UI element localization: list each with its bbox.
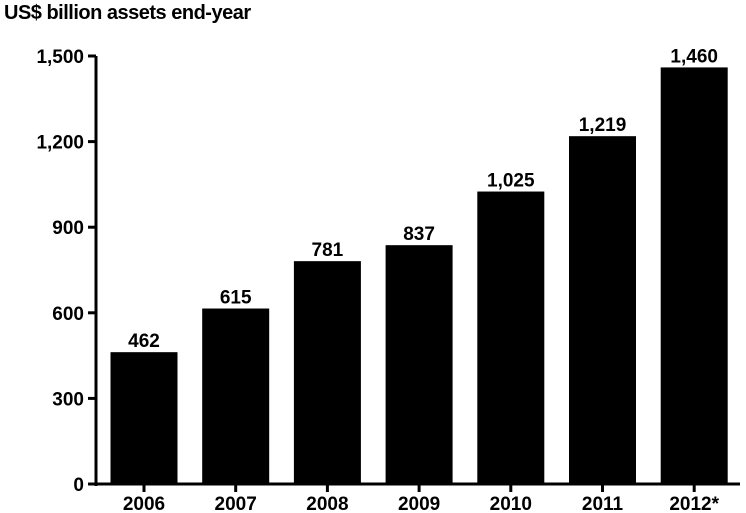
y-axis-unit-label: US$ billion assets end-year	[4, 2, 251, 24]
data-label: 615	[220, 288, 252, 309]
bar-2011	[569, 136, 636, 485]
x-tick-label: 2009	[398, 494, 440, 513]
x-tick-label: 2006	[123, 494, 165, 513]
x-tick-label: 2010	[490, 494, 532, 513]
bar-2007	[202, 308, 270, 484]
data-label: 462	[128, 331, 160, 352]
data-label: 781	[312, 240, 344, 261]
chart-bars	[110, 67, 728, 485]
bar-2006	[110, 352, 178, 484]
x-tick-label: 2012*	[669, 494, 719, 513]
y-tick-label: 0	[73, 475, 84, 496]
y-tick-label: 300	[52, 389, 84, 410]
data-label: 1,460	[670, 46, 718, 67]
x-tick-label: 2008	[306, 494, 348, 513]
x-tick-label: 2007	[215, 494, 257, 513]
y-tick-label: 600	[52, 304, 84, 325]
chart-data-labels: 462 615 781 837 1,025 1,219 1,460	[128, 46, 718, 352]
data-label: 1,025	[487, 171, 535, 192]
bar-2009	[385, 245, 453, 484]
bar-2012*	[660, 67, 728, 484]
data-label: 1,219	[579, 115, 627, 136]
bar-2010	[477, 191, 545, 485]
bar-2008	[293, 261, 361, 484]
data-label: 837	[403, 224, 435, 245]
y-tick-label: 900	[52, 218, 84, 239]
y-tick-label: 1,500	[36, 47, 84, 68]
y-tick-label: 1,200	[36, 133, 84, 154]
x-tick-label: 2011	[582, 494, 624, 513]
chart-axes: 0 300 600 900 1,200 1,500 2006 2007 2008 2009 2010…	[36, 47, 740, 513]
